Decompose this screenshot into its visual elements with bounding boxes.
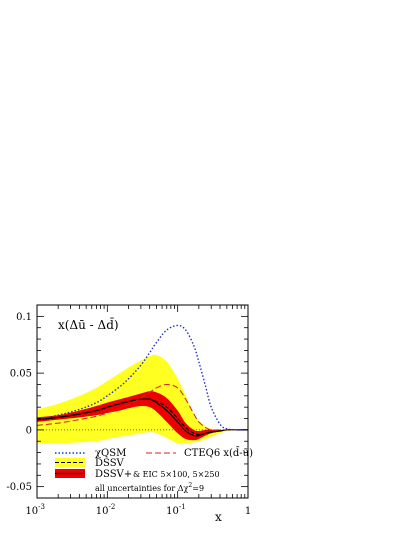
x-tick-label: 10-3 [25,503,45,517]
legend-label-eic: & EIC 5×100, 5×250 [133,470,220,479]
x-tick-label: 1 [245,506,251,517]
x-tick-exponent: -1 [179,503,186,511]
plot-frame [36,304,249,499]
x-tick-base: 10 [96,506,109,517]
y-tick-label: 0.1 [16,312,32,323]
x-tick-label: 10-1 [166,503,186,517]
legend-label-dssvplus: DSSV+ [95,469,132,480]
band-dssvplus [37,391,248,441]
legend: χQSM CTEQ6 x(d̄-ū) DSSV DSSV+ & EIC 5×10… [55,447,253,493]
series-line-dssv [36,398,248,435]
x-tick-label: 10-2 [96,503,116,517]
legend-label-dssv: DSSV [95,458,125,469]
x-tick-exponent: -3 [38,503,45,511]
legend-note: all uncertainties for Δχ2=9 [95,482,204,493]
x-tick-base: 10 [166,506,179,517]
legend-note-sup: 2 [188,482,192,489]
y-tick-label: -0.05 [6,482,32,493]
x-axis-label: x [215,510,222,524]
x-tick-base: 1 [245,506,251,517]
x-tick-base: 10 [25,506,38,517]
chart-title: x(Δū - Δd̄) [58,316,119,332]
y-tick-label: 0.05 [10,369,32,380]
legend-note-suffix: =9 [192,484,204,493]
legend-label-cteq: CTEQ6 x(d̄-ū) [184,447,253,459]
x-tick-exponent: -2 [109,503,116,511]
axis-ticks [36,304,248,499]
legend-label-chiqsm: χQSM [95,448,126,459]
legend-note-prefix: all uncertainties for Δχ [95,484,189,493]
y-tick-label: 0 [26,425,32,436]
